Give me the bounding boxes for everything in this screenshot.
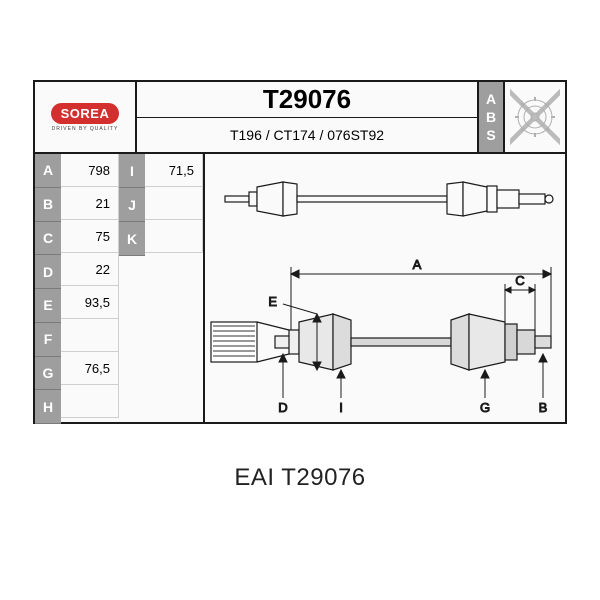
dim-i: I bbox=[339, 400, 343, 415]
spec-value bbox=[145, 187, 203, 220]
spec-value: 71,5 bbox=[145, 154, 203, 187]
spec-value: 75 bbox=[61, 220, 119, 253]
dim-g: G bbox=[480, 400, 490, 415]
spec-labels-1: A B C D E F G H bbox=[35, 154, 61, 424]
brand-tagline: DRIVEN BY QUALITY bbox=[52, 126, 119, 132]
spec-label: I bbox=[119, 154, 145, 188]
spec-value bbox=[61, 385, 119, 418]
card-body: A B C D E F G H 798 21 75 22 93,5 76,5 bbox=[35, 154, 565, 424]
part-alternatives: T196 / CT174 / 076ST92 bbox=[137, 118, 477, 153]
card-header: SOREA DRIVEN BY QUALITY T29076 T196 / CT… bbox=[35, 82, 565, 154]
caption: EAI T29076 bbox=[234, 464, 365, 492]
spec-values-2: 71,5 bbox=[145, 154, 203, 424]
spec-label: J bbox=[119, 188, 145, 222]
abs-s: S bbox=[486, 126, 495, 144]
dim-d: D bbox=[278, 400, 287, 415]
spec-value bbox=[145, 220, 203, 253]
abs-b: B bbox=[486, 108, 496, 126]
dim-a: A bbox=[413, 257, 422, 272]
gear-icon bbox=[505, 82, 565, 152]
brand-logo: SOREA DRIVEN BY QUALITY bbox=[35, 82, 137, 152]
abs-col: A B S bbox=[479, 82, 505, 152]
dim-c: C bbox=[515, 273, 524, 288]
dim-b: B bbox=[539, 400, 548, 415]
spec-label: E bbox=[35, 289, 61, 323]
spec-table: A B C D E F G H 798 21 75 22 93,5 76,5 bbox=[35, 154, 205, 424]
title-block: T29076 T196 / CT174 / 076ST92 bbox=[137, 82, 479, 152]
spec-label: B bbox=[35, 188, 61, 222]
spec-value: 21 bbox=[61, 187, 119, 220]
dim-e: E bbox=[268, 294, 277, 309]
spec-label: F bbox=[35, 323, 61, 357]
spec-label: G bbox=[35, 357, 61, 391]
spec-label: D bbox=[35, 255, 61, 289]
brand-name: SOREA bbox=[51, 103, 120, 124]
spec-label: A bbox=[35, 154, 61, 188]
spec-value: 93,5 bbox=[61, 286, 119, 319]
drive-shaft-diagram: A E C D bbox=[205, 154, 565, 424]
spec-values-1: 798 21 75 22 93,5 76,5 bbox=[61, 154, 119, 424]
spec-label: C bbox=[35, 222, 61, 256]
spec-label: H bbox=[35, 390, 61, 424]
spec-value: 22 bbox=[61, 253, 119, 286]
spec-value: 76,5 bbox=[61, 352, 119, 385]
spec-card: SOREA DRIVEN BY QUALITY T29076 T196 / CT… bbox=[33, 80, 567, 424]
spec-label: K bbox=[119, 222, 145, 256]
part-number: T29076 bbox=[137, 82, 477, 118]
spec-value bbox=[61, 319, 119, 352]
spec-labels-2: I J K bbox=[119, 154, 145, 424]
abs-a: A bbox=[486, 90, 496, 108]
spec-value: 798 bbox=[61, 154, 119, 187]
